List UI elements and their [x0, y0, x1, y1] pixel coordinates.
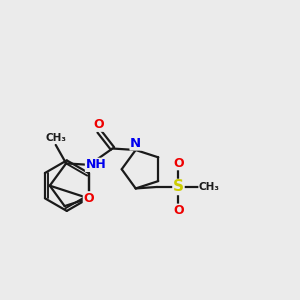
Text: O: O — [94, 118, 104, 131]
Text: NH: NH — [85, 158, 106, 171]
Text: N: N — [130, 137, 141, 150]
Text: O: O — [173, 157, 184, 170]
Text: O: O — [173, 204, 184, 217]
Text: CH₃: CH₃ — [45, 134, 66, 143]
Text: O: O — [83, 192, 94, 205]
Text: CH₃: CH₃ — [199, 182, 220, 192]
Text: S: S — [173, 179, 184, 194]
